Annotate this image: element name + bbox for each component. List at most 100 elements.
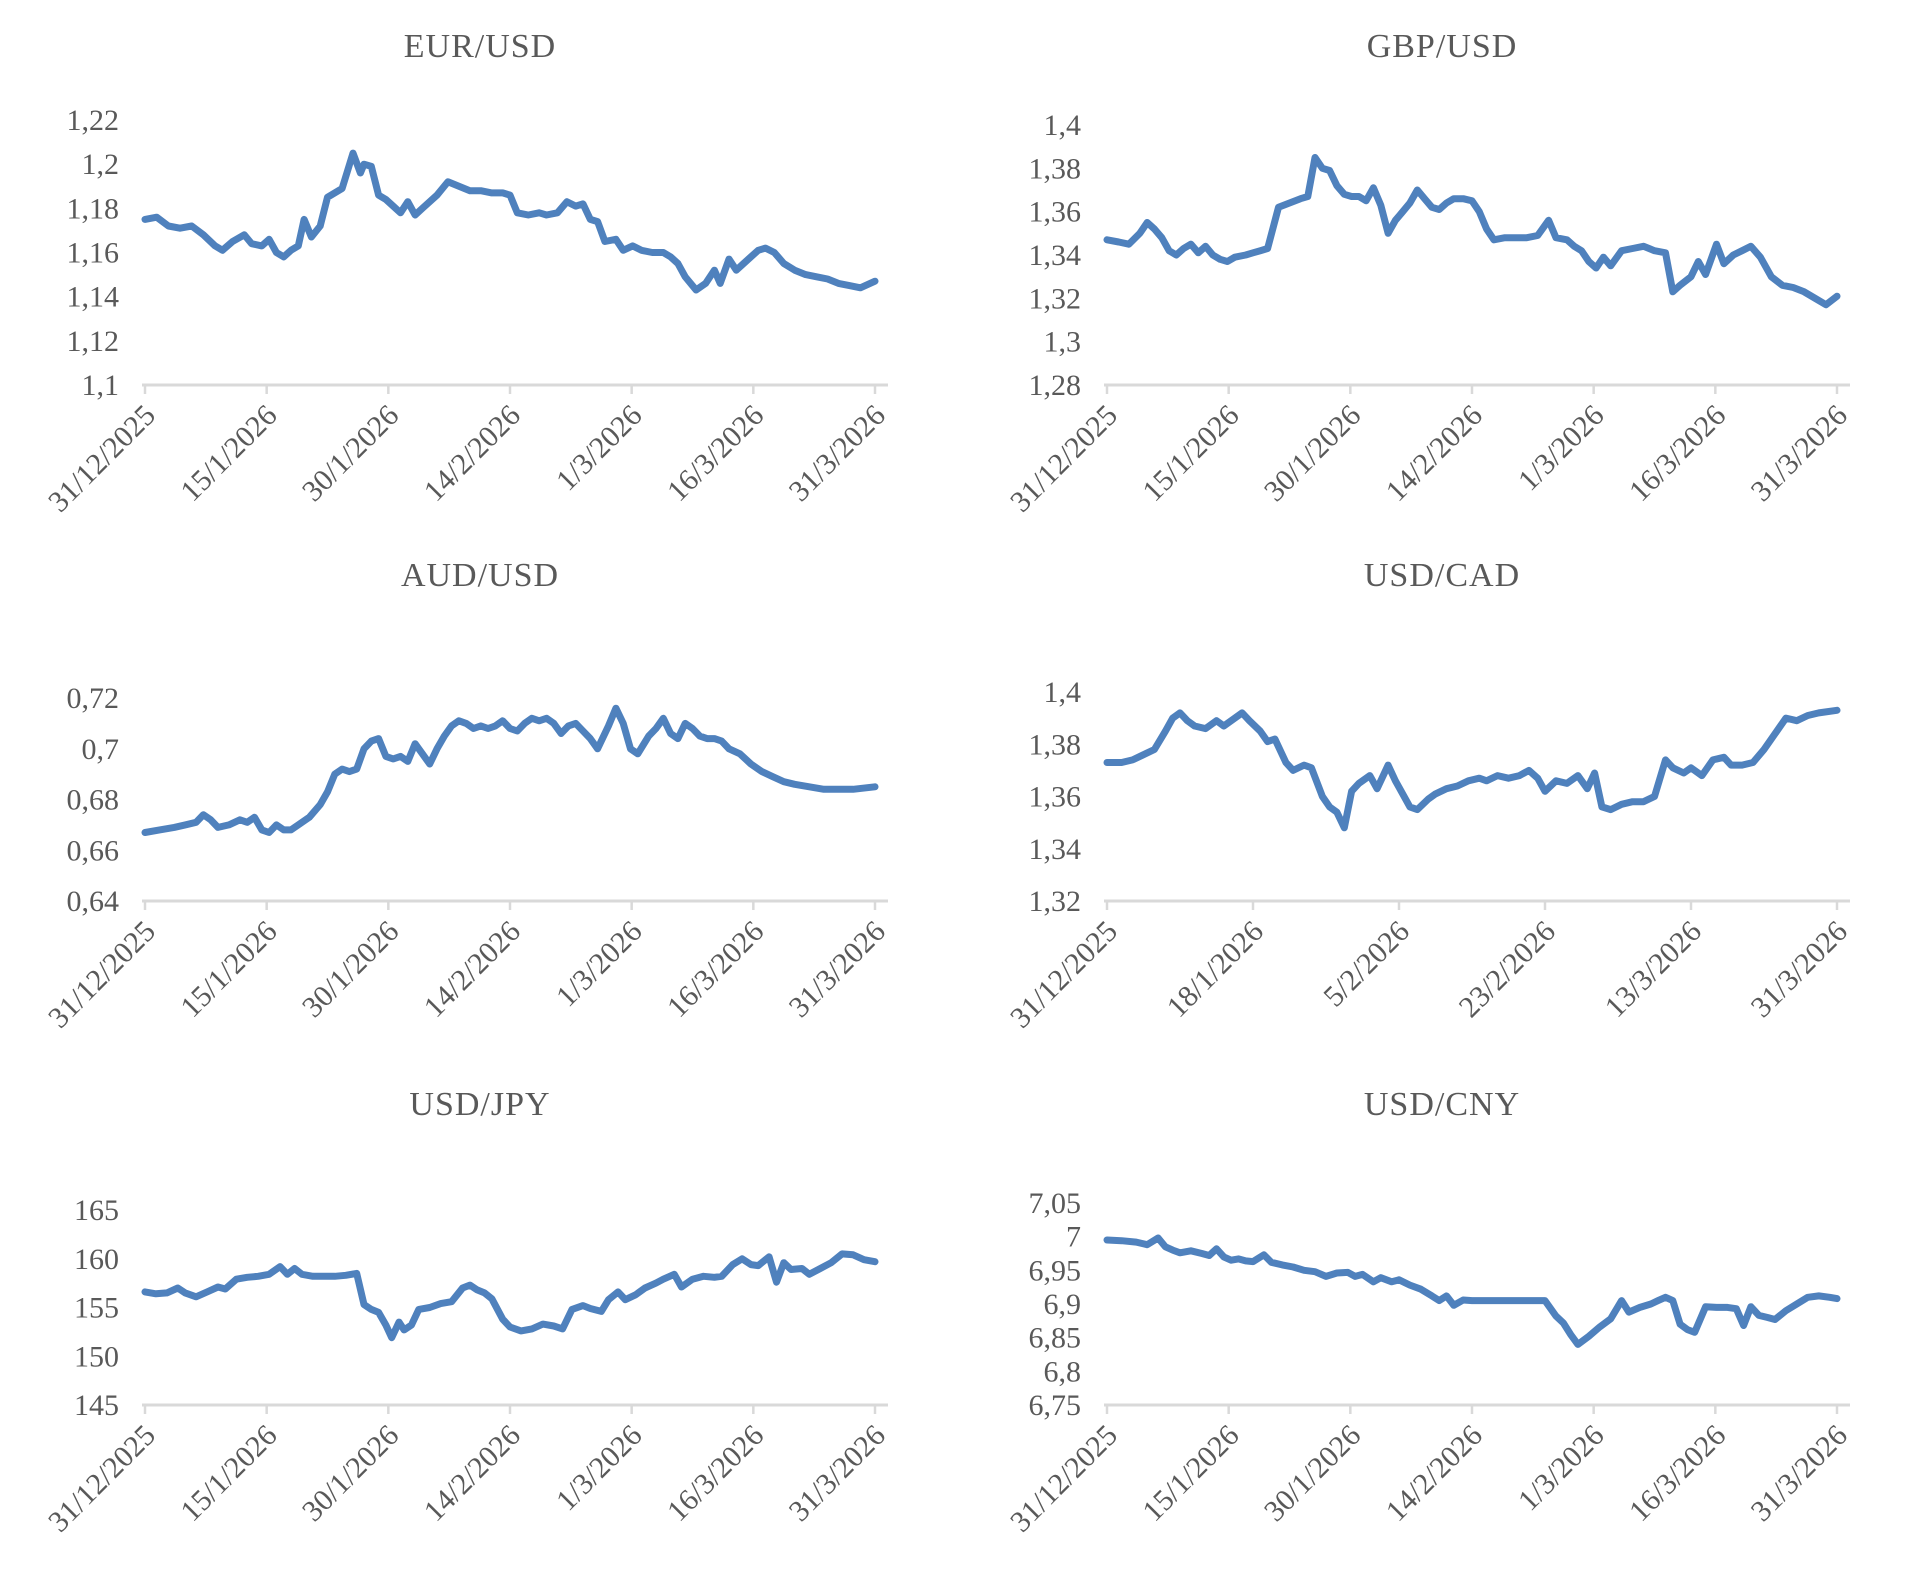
x-tick-label: 14/2/2026 <box>418 915 527 1024</box>
x-tick-label: 13/3/2026 <box>1599 915 1708 1024</box>
y-tick-label: 1,1 <box>82 369 120 402</box>
chart-panel-eur-usd: EUR/USD 31/12/2025 15/1/2026 30/1/2026 14/2… <box>0 0 960 529</box>
series-line-usd-cad <box>1103 706 1841 832</box>
chart-panel-usd-jpy: USD/JPY 31/12/2025 15/1/2026 30/1/2026 14/2… <box>0 1058 960 1587</box>
chart-panel-usd-cad: USD/CAD 31/12/2025 18/1/2026 5/2/2026 23/2/… <box>962 529 1920 1058</box>
x-tick-label: 31/3/2026 <box>1745 399 1854 508</box>
y-tick-label: 1,4 <box>1044 676 1082 709</box>
x-tick-label: 15/1/2026 <box>174 915 283 1024</box>
y-tick-label: 1,12 <box>67 325 120 358</box>
x-tick-label: 15/1/2026 <box>174 399 283 508</box>
chart-title: USD/CAD <box>1363 557 1521 594</box>
chart-title: GBP/USD <box>1366 28 1518 65</box>
x-tick-label: 30/1/2026 <box>1258 1419 1367 1528</box>
y-tick-label: 1,22 <box>67 104 120 137</box>
x-tick-label: 31/12/2025 <box>1004 1419 1124 1539</box>
x-tick-label: 14/2/2026 <box>1380 399 1489 508</box>
x-tick-label: 18/1/2026 <box>1161 915 1270 1024</box>
y-tick-label: 6,85 <box>1029 1322 1082 1355</box>
x-tick-label: 30/1/2026 <box>296 1419 405 1528</box>
y-tick-label: 0,64 <box>67 885 120 918</box>
series-line-usd-jpy <box>141 1250 879 1342</box>
y-tick-label: 7 <box>1066 1221 1081 1254</box>
x-tick-label: 31/12/2025 <box>42 915 162 1035</box>
y-tick-label: 6,95 <box>1029 1254 1082 1287</box>
x-tick-label: 31/3/2026 <box>1745 1419 1854 1528</box>
series-line-gbp-usd <box>1103 154 1841 309</box>
x-tick-label: 5/2/2026 <box>1317 915 1416 1014</box>
line-chart-canvas: 31/12/2025 15/1/2026 30/1/2026 14/2/2026 1/3… <box>1004 1187 1854 1539</box>
x-tick-label: 31/3/2026 <box>783 915 892 1024</box>
y-tick-label: 1,34 <box>1029 833 1082 866</box>
x-tick-label: 31/12/2025 <box>1004 399 1124 519</box>
line-chart-canvas: 31/12/2025 18/1/2026 5/2/2026 23/2/2026 13/3… <box>1004 676 1854 1035</box>
line-chart-canvas: 31/12/2025 15/1/2026 30/1/2026 14/2/2026 1/3… <box>1004 109 1854 519</box>
x-tick-label: 16/3/2026 <box>1623 399 1732 508</box>
chart-title: EUR/USD <box>403 28 557 65</box>
y-tick-label: 1,36 <box>1029 781 1082 814</box>
x-tick-label: 31/3/2026 <box>783 1419 892 1528</box>
y-tick-label: 160 <box>74 1243 119 1276</box>
series-line-eur-usd <box>141 149 879 294</box>
x-tick-label: 15/1/2026 <box>1136 1419 1245 1528</box>
y-tick-label: 1,4 <box>1044 109 1082 142</box>
y-tick-label: 0,68 <box>67 784 120 817</box>
x-tick-label: 30/1/2026 <box>296 915 405 1024</box>
y-tick-label: 1,3 <box>1044 326 1082 359</box>
x-tick-label: 31/12/2025 <box>42 1419 162 1539</box>
x-tick-label: 1/3/2026 <box>550 1419 649 1518</box>
y-tick-label: 0,72 <box>67 682 120 715</box>
chart-title: USD/CNY <box>1363 1086 1521 1123</box>
y-tick-label: 0,7 <box>82 733 120 766</box>
chart-panel-aud-usd: AUD/USD 31/12/2025 15/1/2026 30/1/2026 14/2… <box>0 529 960 1058</box>
line-chart-canvas: 31/12/2025 15/1/2026 30/1/2026 14/2/2026 1/3… <box>42 104 892 519</box>
x-tick-label: 31/12/2025 <box>1004 915 1124 1035</box>
y-tick-label: 6,75 <box>1029 1389 1082 1422</box>
x-tick-label: 31/3/2026 <box>1745 915 1854 1024</box>
y-tick-label: 1,38 <box>1029 152 1082 185</box>
y-tick-label: 6,9 <box>1044 1288 1082 1321</box>
x-tick-label: 14/2/2026 <box>1380 1419 1489 1528</box>
y-tick-label: 1,34 <box>1029 239 1082 272</box>
line-chart-canvas: 31/12/2025 15/1/2026 30/1/2026 14/2/2026 1/3… <box>42 1194 892 1539</box>
x-tick-label: 1/3/2026 <box>550 915 649 1014</box>
y-tick-label: 155 <box>74 1292 119 1325</box>
y-tick-label: 1,32 <box>1029 282 1082 315</box>
y-tick-label: 150 <box>74 1340 119 1373</box>
y-tick-label: 6,8 <box>1044 1355 1082 1388</box>
y-tick-label: 7,05 <box>1029 1187 1082 1220</box>
chart-panel-usd-cny: USD/CNY 31/12/2025 15/1/2026 30/1/2026 14/2… <box>962 1058 1920 1587</box>
y-tick-label: 1,14 <box>67 281 120 314</box>
x-tick-label: 16/3/2026 <box>661 399 770 508</box>
x-tick-label: 14/2/2026 <box>418 1419 527 1528</box>
x-tick-label: 15/1/2026 <box>174 1419 283 1528</box>
x-tick-label: 30/1/2026 <box>1258 399 1367 508</box>
line-chart-canvas: 31/12/2025 15/1/2026 30/1/2026 14/2/2026 1/3… <box>42 682 892 1035</box>
series-line-usd-cny <box>1103 1234 1841 1348</box>
x-tick-label: 1/3/2026 <box>1512 399 1611 498</box>
y-tick-label: 1,18 <box>67 192 120 225</box>
chart-title: USD/JPY <box>409 1086 551 1123</box>
series-line-aud-usd <box>141 704 879 836</box>
y-tick-label: 1,36 <box>1029 196 1082 229</box>
x-tick-label: 1/3/2026 <box>550 399 649 498</box>
y-tick-label: 165 <box>74 1194 119 1227</box>
y-tick-label: 1,2 <box>82 148 120 181</box>
y-tick-label: 1,16 <box>67 237 120 270</box>
y-tick-label: 1,28 <box>1029 369 1082 402</box>
chart-title: AUD/USD <box>400 557 560 594</box>
x-tick-label: 16/3/2026 <box>661 1419 770 1528</box>
x-tick-label: 1/3/2026 <box>1512 1419 1611 1518</box>
x-tick-label: 16/3/2026 <box>1623 1419 1732 1528</box>
y-tick-label: 1,32 <box>1029 885 1082 918</box>
x-tick-label: 30/1/2026 <box>296 399 405 508</box>
y-tick-label: 0,66 <box>67 834 120 867</box>
x-tick-label: 14/2/2026 <box>418 399 527 508</box>
x-tick-label: 15/1/2026 <box>1136 399 1245 508</box>
x-tick-label: 31/3/2026 <box>783 399 892 508</box>
x-tick-label: 16/3/2026 <box>661 915 770 1024</box>
chart-panel-gbp-usd: GBP/USD 31/12/2025 15/1/2026 30/1/2026 14/2… <box>962 0 1920 529</box>
x-tick-label: 23/2/2026 <box>1453 915 1562 1024</box>
y-tick-label: 1,38 <box>1029 728 1082 761</box>
y-tick-label: 145 <box>74 1389 119 1422</box>
